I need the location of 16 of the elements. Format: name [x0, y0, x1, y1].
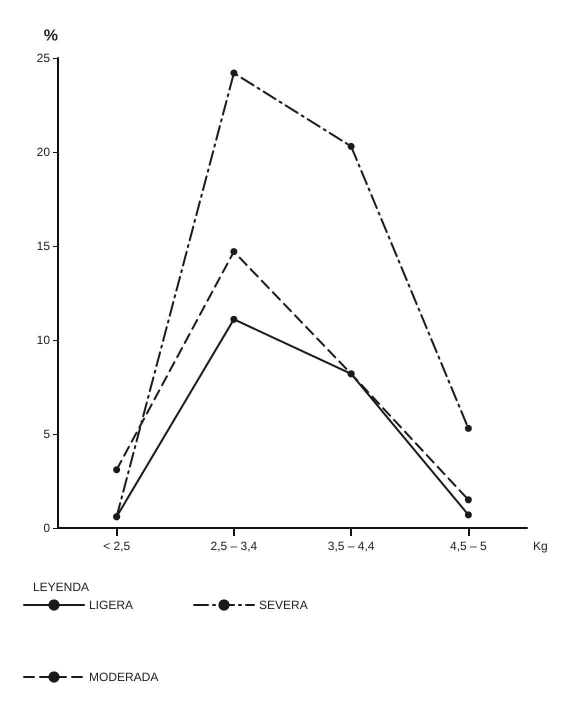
y-tick-label: 20	[36, 145, 50, 159]
x-tick-label: 3,5 – 4,4	[328, 539, 375, 553]
y-tick-label: 15	[36, 239, 50, 253]
x-tick-label: 2,5 – 3,4	[210, 539, 258, 553]
legend-label: MODERADA	[89, 670, 158, 684]
y-tick-label: 5	[43, 427, 50, 441]
x-tick-label: 4,5 – 5	[450, 539, 488, 553]
legend-label: SEVERA	[259, 598, 308, 612]
y-tick-label: 0	[43, 521, 50, 535]
x-axis-title: Kg	[533, 539, 548, 553]
y-tick-label: 10	[36, 333, 50, 347]
y-axis-title: %	[44, 28, 58, 44]
x-tick-label: < 2,5	[103, 539, 130, 553]
legend-title: LEYENDA	[33, 580, 90, 594]
y-tick-label: 25	[36, 51, 50, 65]
legend-label: LIGERA	[89, 598, 134, 612]
